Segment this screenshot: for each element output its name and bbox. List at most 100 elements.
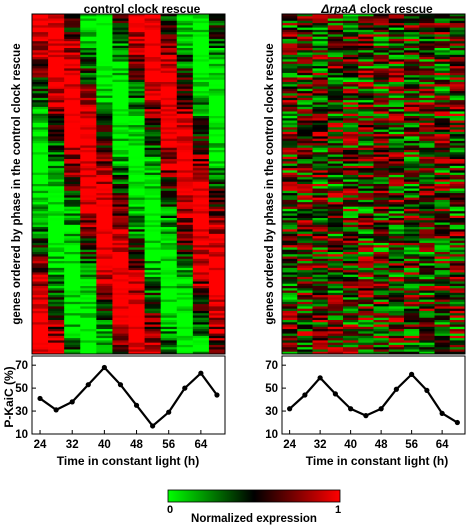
- heatmap-cell: [192, 213, 210, 217]
- heatmap-cell: [48, 231, 65, 235]
- heatmap-cell: [48, 152, 65, 155]
- heatmap-cell: [80, 68, 97, 72]
- heatmap-cell: [64, 344, 81, 348]
- heatmap-cell: [404, 184, 420, 187]
- heatmap-cell: [327, 222, 344, 226]
- heatmap-cell: [312, 154, 329, 158]
- heatmap-cell: [449, 188, 466, 192]
- heatmap-cell: [327, 14, 344, 17]
- heatmap-cell: [112, 231, 129, 235]
- heatmap-cell: [343, 338, 359, 341]
- heatmap-cell: [64, 320, 81, 323]
- heatmap-cell: [160, 329, 178, 332]
- heatmap-cell: [160, 25, 178, 28]
- heatmap-cell: [343, 188, 359, 192]
- heatmap-cell: [297, 267, 313, 271]
- x-tick-label: 24: [283, 439, 296, 451]
- heatmap-cell: [327, 229, 344, 232]
- heatmap-cell: [176, 292, 194, 296]
- heatmap-cell: [144, 231, 162, 235]
- heatmap-cell: [404, 168, 420, 171]
- heatmap-cell: [48, 131, 65, 135]
- heatmap-cell: [419, 333, 435, 337]
- heatmap-cell: [64, 286, 81, 289]
- heatmap-cell: [358, 320, 374, 323]
- heatmap-cell: [32, 104, 49, 108]
- heatmap-cell: [419, 349, 435, 353]
- heatmap-cell: [128, 197, 145, 201]
- heatmap-cell: [160, 174, 178, 178]
- heatmap-cell: [112, 93, 129, 96]
- heatmap-cell: [358, 34, 374, 38]
- heatmap-cell: [297, 222, 313, 226]
- heatmap-cell: [96, 324, 113, 328]
- heatmap-cell: [297, 131, 313, 135]
- heatmap-cell: [327, 215, 344, 219]
- heatmap-cell: [48, 233, 65, 237]
- heatmap-cell: [419, 320, 435, 323]
- heatmap-cell: [208, 86, 226, 90]
- heatmap-cell: [404, 79, 420, 83]
- heatmap-cell: [192, 276, 210, 280]
- heatmap-cell: [80, 211, 97, 214]
- heatmap-cell: [128, 163, 145, 167]
- heatmap-cell: [208, 202, 226, 205]
- heatmap-cell: [96, 38, 113, 42]
- heatmap-cell: [112, 174, 129, 178]
- heatmap-cell: [144, 222, 162, 226]
- heatmap-cell: [312, 340, 329, 344]
- heatmap-cell: [96, 206, 113, 210]
- heatmap-cell: [419, 329, 435, 332]
- heatmap-cell: [192, 77, 210, 81]
- heatmap-cell: [128, 190, 145, 194]
- heatmap-cell: [449, 288, 466, 291]
- heatmap-cell: [343, 299, 359, 303]
- heatmap-cell: [112, 131, 129, 135]
- heatmap-cell: [434, 276, 451, 280]
- heatmap-cell: [64, 193, 81, 196]
- heatmap-cell: [434, 333, 451, 337]
- heatmap-cell: [388, 279, 405, 282]
- heatmap-cell: [208, 179, 226, 183]
- heatmap-cell: [80, 16, 97, 19]
- heatmap-cell: [128, 274, 145, 278]
- heatmap-cell: [144, 258, 162, 262]
- heatmap-cell: [419, 188, 435, 192]
- heatmap-cell: [80, 218, 97, 221]
- heatmap-cell: [388, 220, 405, 223]
- heatmap-cell: [208, 188, 226, 192]
- heatmap-cell: [208, 109, 226, 112]
- heatmap-cell: [48, 324, 65, 328]
- heatmap-cell: [312, 286, 329, 289]
- heatmap-cell: [128, 229, 145, 232]
- heatmap-cell: [160, 292, 178, 296]
- heatmap-cell: [80, 270, 97, 273]
- heatmap-cell: [358, 177, 374, 180]
- heatmap-cell: [80, 122, 97, 126]
- heatmap-cell: [327, 351, 344, 355]
- heatmap-cell: [297, 145, 313, 149]
- heatmap-cell: [112, 63, 129, 67]
- heatmap-cell: [388, 172, 405, 176]
- heatmap-cell: [373, 218, 390, 221]
- heatmap-cell: [388, 331, 405, 334]
- heatmap-cell: [434, 190, 451, 194]
- heatmap-cell: [388, 59, 405, 62]
- heatmap-cell: [434, 147, 451, 151]
- heatmap-cell: [434, 23, 451, 26]
- heatmap-cell: [160, 199, 178, 203]
- heatmap-cell: [112, 150, 129, 153]
- heatmap-cell: [48, 77, 65, 81]
- heatmap-cell: [176, 75, 194, 78]
- heatmap-cell: [112, 315, 129, 319]
- heatmap-cell: [343, 281, 359, 285]
- heatmap-cell: [176, 204, 194, 208]
- heatmap-cell: [312, 292, 329, 296]
- heatmap-cell: [160, 106, 178, 110]
- heatmap-cell: [358, 16, 374, 19]
- heatmap-cell: [297, 170, 313, 174]
- heatmap-cell: [343, 70, 359, 74]
- heatmap-cell: [176, 106, 194, 110]
- heatmap-cell: [434, 242, 451, 246]
- heatmap-cell: [358, 261, 374, 264]
